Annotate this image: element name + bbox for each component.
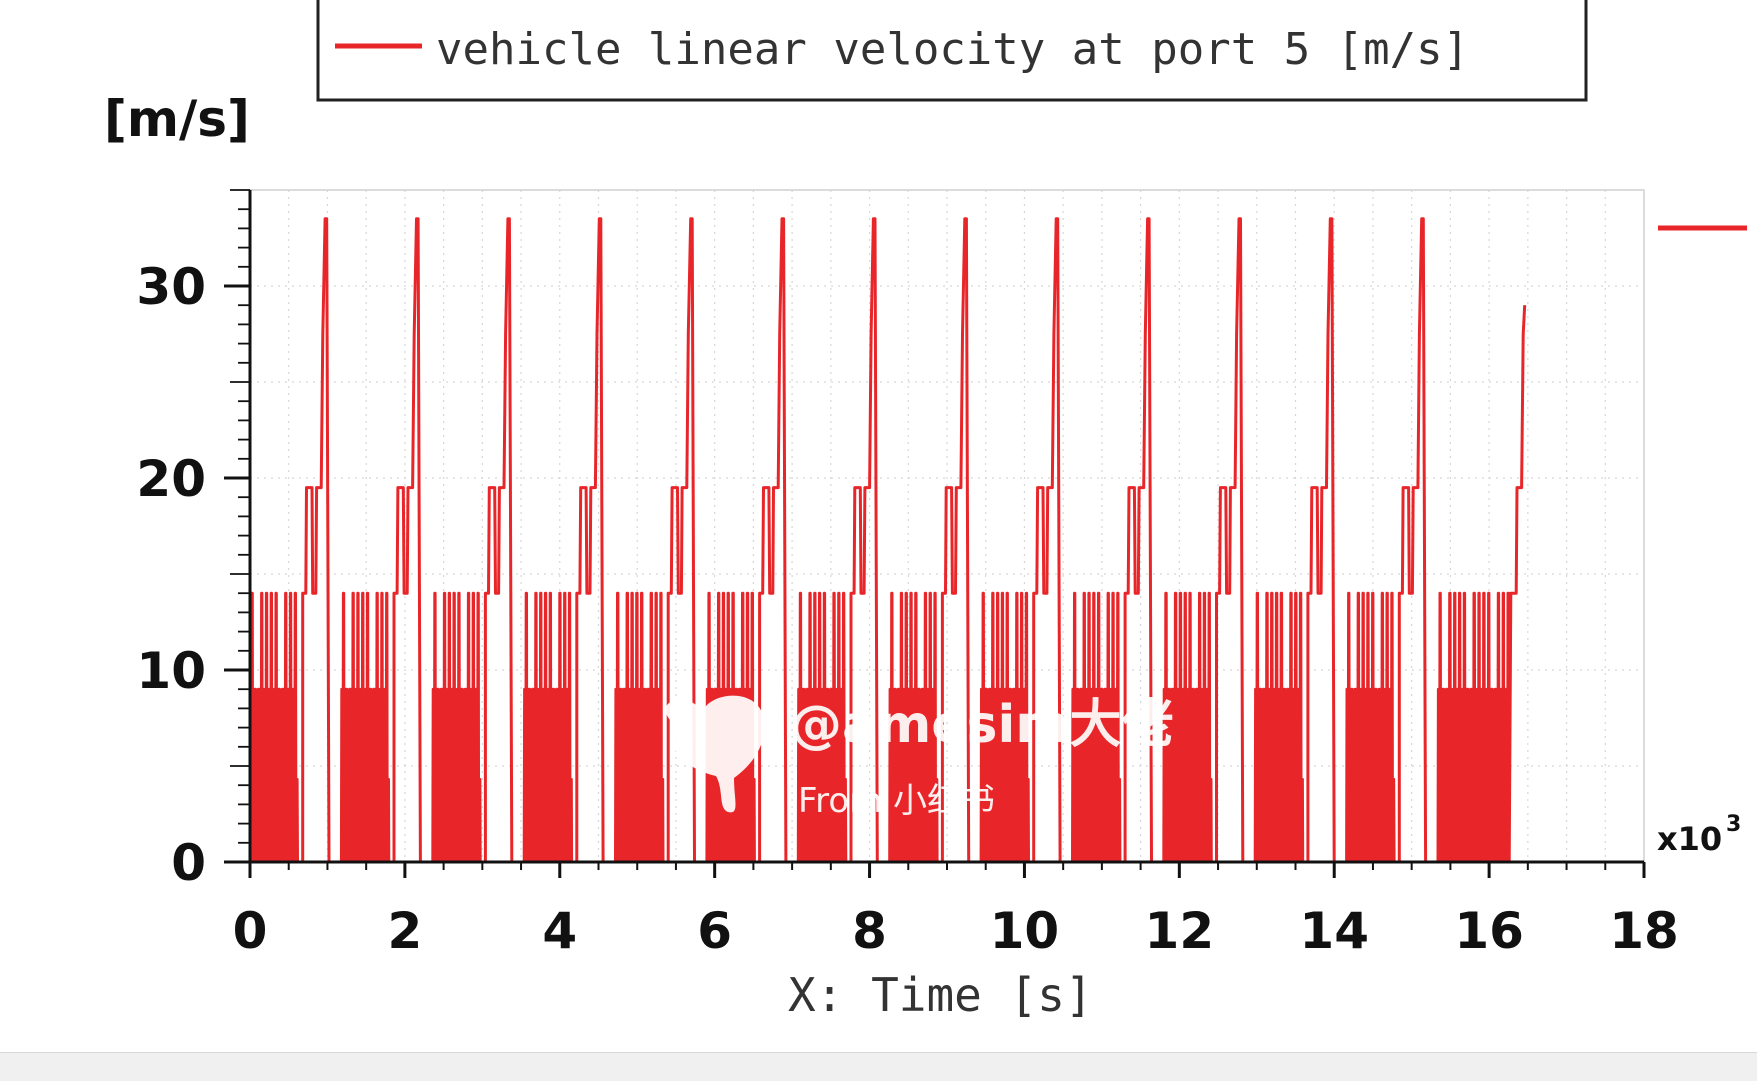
x-axis-label: X: Time [s] xyxy=(788,968,1093,1022)
y-tick-label: 30 xyxy=(136,258,206,316)
legend: vehicle linear velocity at port 5 [m/s] xyxy=(316,0,1588,102)
x-tick-label: 8 xyxy=(852,902,887,960)
y-tick-label: 0 xyxy=(171,834,206,892)
x-multiplier-base: x10 xyxy=(1657,820,1722,858)
x-tick-label: 0 xyxy=(233,902,268,960)
y-tick-label: 10 xyxy=(136,642,206,700)
x-tick-label: 6 xyxy=(697,902,732,960)
x-tick-label: 4 xyxy=(542,902,577,960)
x-multiplier-exponent: 3 xyxy=(1726,812,1741,837)
watermark: @amesim大佬 From 小红书 xyxy=(665,695,1174,821)
x-multiplier: x10 3 xyxy=(1657,812,1741,858)
x-tick-label: 16 xyxy=(1454,902,1524,960)
x-tick-label: 10 xyxy=(990,902,1060,960)
watermark-source: From 小红书 xyxy=(798,781,995,821)
watermark-logo-icon xyxy=(665,695,765,813)
legend-label: vehicle linear velocity at port 5 [m/s] xyxy=(436,24,1469,75)
watermark-handle: @amesim大佬 xyxy=(790,695,1174,755)
x-tick-label: 12 xyxy=(1145,902,1215,960)
x-tick-label: 18 xyxy=(1609,902,1679,960)
y-unit-label: [m/s] xyxy=(104,90,250,148)
window-bottom-bar xyxy=(0,1052,1757,1081)
legend-box xyxy=(316,0,1588,102)
axes: 0 2 4 6 8 10 12 14 16 18 0 10 20 30 xyxy=(136,189,1679,960)
x-tick-label: 14 xyxy=(1299,902,1369,960)
x-tick-label: 2 xyxy=(387,902,422,960)
y-tick-label: 20 xyxy=(136,450,206,508)
